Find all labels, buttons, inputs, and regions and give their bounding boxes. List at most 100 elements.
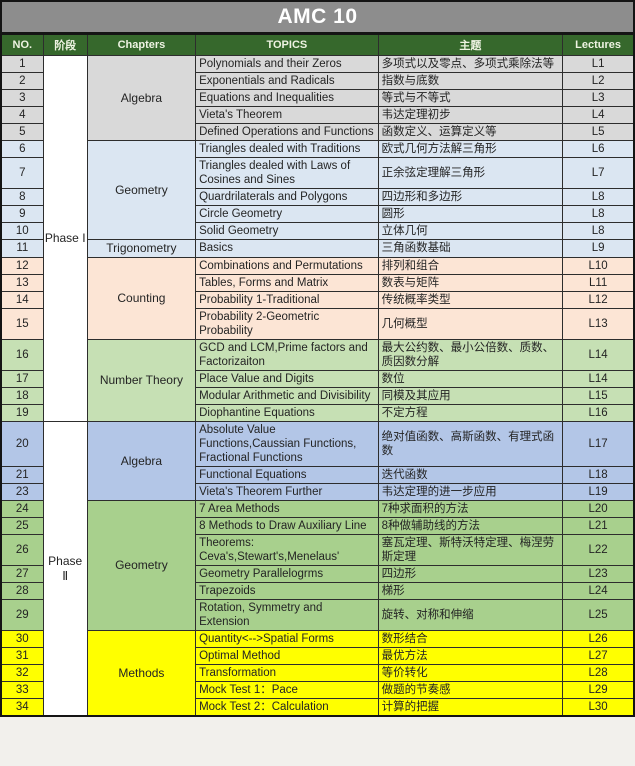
cell-topic: Vieta's Theorem Further [195,483,379,502]
cell-theme: 等价转化 [377,664,564,683]
cell-chapter: Algebra [86,54,197,142]
table-row: 6 Geometry Triangles dealed with Tradition… [0,140,635,241]
cell-chapter: Number Theory [86,338,197,422]
amc10-syllabus-table: NO. 阶段 Chapters TOPICS 主题 Lectures 1 Phas… [0,33,635,718]
cell-no: 30 [0,630,44,649]
cell-lecture: L28 [562,664,635,683]
table-header-row: NO. 阶段 Chapters TOPICS 主题 Lectures [0,33,635,56]
table-row: 31 Optimal Method 最优方法 L27 [0,647,635,666]
cell-no: 5 [0,123,44,142]
cell-no: 18 [0,386,44,405]
cell-topic: Circle Geometry [195,205,379,224]
cell-topic: Mock Test 1：Pace [195,681,379,700]
cell-no: 23 [0,483,44,502]
cell-topic: Combinations and Permutations [195,256,379,275]
cell-no: 26 [0,534,44,567]
cell-theme: 正余弦定理解三角形 [377,157,564,190]
table-row: 19 Diophantine Equations 不定方程 L16 [0,403,635,422]
cell-theme: 做题的节奏感 [377,681,564,700]
cell-lecture: L3 [562,89,635,108]
cell-topic: Trapezoids [195,582,379,601]
cell-theme: 韦达定理的进一步应用 [377,483,564,502]
cell-no: 21 [0,465,44,485]
cell-chapter: Geometry [86,140,197,241]
cell-theme: 数位 [377,369,564,388]
cell-topic: Tables, Forms and Matrix [195,273,379,292]
cell-theme: 三角函数基础 [377,239,564,258]
table-row: 33 Mock Test 1：Pace 做题的节奏感 L29 [0,681,635,700]
cell-lecture: L19 [562,483,635,502]
cell-topic: Quantity<-->Spatial Forms [195,630,379,649]
cell-theme: 绝对值函数、高斯函数、有理式函数 [377,420,564,468]
table-row: 18 Modular Arithmetic and Divisibility 同模及… [0,386,635,405]
cell-lecture: L23 [562,565,635,584]
cell-phase: Phase Ⅱ [42,420,88,717]
cell-lecture: L11 [562,273,635,292]
cell-topic: Absolute Value Functions,Caussian Functi… [195,420,379,468]
table-row: 13 Tables, Forms and Matrix 数表与矩阵 L11 [0,273,635,292]
table-row: 1 Phase I Algebra Polynomials and their Zer… [0,54,635,422]
cell-topic: Quardrilaterals and Polygons [195,188,379,207]
cell-lecture: L30 [562,698,635,717]
cell-no: 25 [0,517,44,536]
cell-no: 19 [0,403,44,422]
table-row: 12 Counting Combinations and Permutations 排… [0,256,635,340]
cell-topic: Equations and Inequalities [195,89,379,108]
cell-no: 24 [0,500,44,519]
cell-no: 32 [0,664,44,683]
cell-theme: 排列和组合 [377,256,564,275]
cell-no: 20 [0,420,44,468]
cell-chapter: Methods [86,630,197,717]
cell-lecture: L25 [562,599,635,632]
table-row: 17 Place Value and Digits 数位 L14 [0,369,635,388]
col-header-theme: 主题 [377,33,564,56]
cell-theme: 迭代函数 [377,465,564,485]
cell-topic: 8 Methods to Draw Auxiliary Line [195,517,379,536]
table-row: 32 Transformation 等价转化 L28 [0,664,635,683]
cell-theme: 多项式以及零点、多项式乘除法等 [377,54,564,74]
cell-theme: 等式与不等式 [377,89,564,108]
table-row: 4 Vieta's Theorem 韦达定理初步 L4 [0,106,635,125]
table-row: 9 Circle Geometry 圆形 L8 [0,205,635,224]
cell-lecture: L17 [562,420,635,468]
cell-topic: Optimal Method [195,647,379,666]
table-row: 10 Solid Geometry 立体几何 L8 [0,222,635,241]
cell-no: 17 [0,369,44,388]
cell-lecture: L8 [562,222,635,241]
table-row: 20 Phase Ⅱ Algebra Absolute Value Functions… [0,420,635,717]
cell-topic: Exponentials and Radicals [195,72,379,91]
cell-no: 16 [0,338,44,371]
cell-topic: Vieta's Theorem [195,106,379,125]
cell-theme: 最大公约数、最小公倍数、质数、质因数分解 [377,338,564,371]
table-row: 28 Trapezoids 梯形 L24 [0,582,635,601]
col-header-lectures: Lectures [562,33,635,56]
cell-theme: 最优方法 [377,647,564,666]
cell-topic: Functional Equations [195,465,379,485]
cell-lecture: L21 [562,517,635,536]
cell-lecture: L2 [562,72,635,91]
cell-lecture: L10 [562,256,635,275]
cell-theme: 欧式几何方法解三角形 [377,140,564,159]
cell-no: 31 [0,647,44,666]
cell-theme: 不定方程 [377,403,564,422]
table-title: AMC 10 [0,0,635,33]
cell-phase: Phase I [42,55,88,422]
table-row: 29 Rotation, Symmetry and Extension 旋转、对称和… [0,599,635,632]
cell-topic: Polynomials and their Zeros [195,54,379,74]
table-row: 24 Geometry 7 Area Methods 7种求面积的方法 L20 [0,500,635,632]
cell-lecture: L29 [562,681,635,700]
table-row: 14 Probability 1-Traditional 传统概率类型 L12 [0,290,635,309]
table-row: 11 Trigonometry Basics 三角函数基础 L9 [0,239,635,258]
cell-no: 11 [0,239,44,258]
cell-topic: Transformation [195,664,379,683]
cell-lecture: L4 [562,106,635,125]
cell-topic: Geometry Parallelogrms [195,565,379,584]
table-row: 25 8 Methods to Draw Auxiliary Line 8种做辅助线… [0,517,635,536]
cell-topic: Probability 1-Traditional [195,290,379,309]
cell-theme: 立体几何 [377,222,564,241]
cell-lecture: L14 [562,369,635,388]
cell-no: 12 [0,256,44,275]
table-row: 21 Functional Equations 迭代函数 L18 [0,465,635,485]
cell-no: 28 [0,582,44,601]
